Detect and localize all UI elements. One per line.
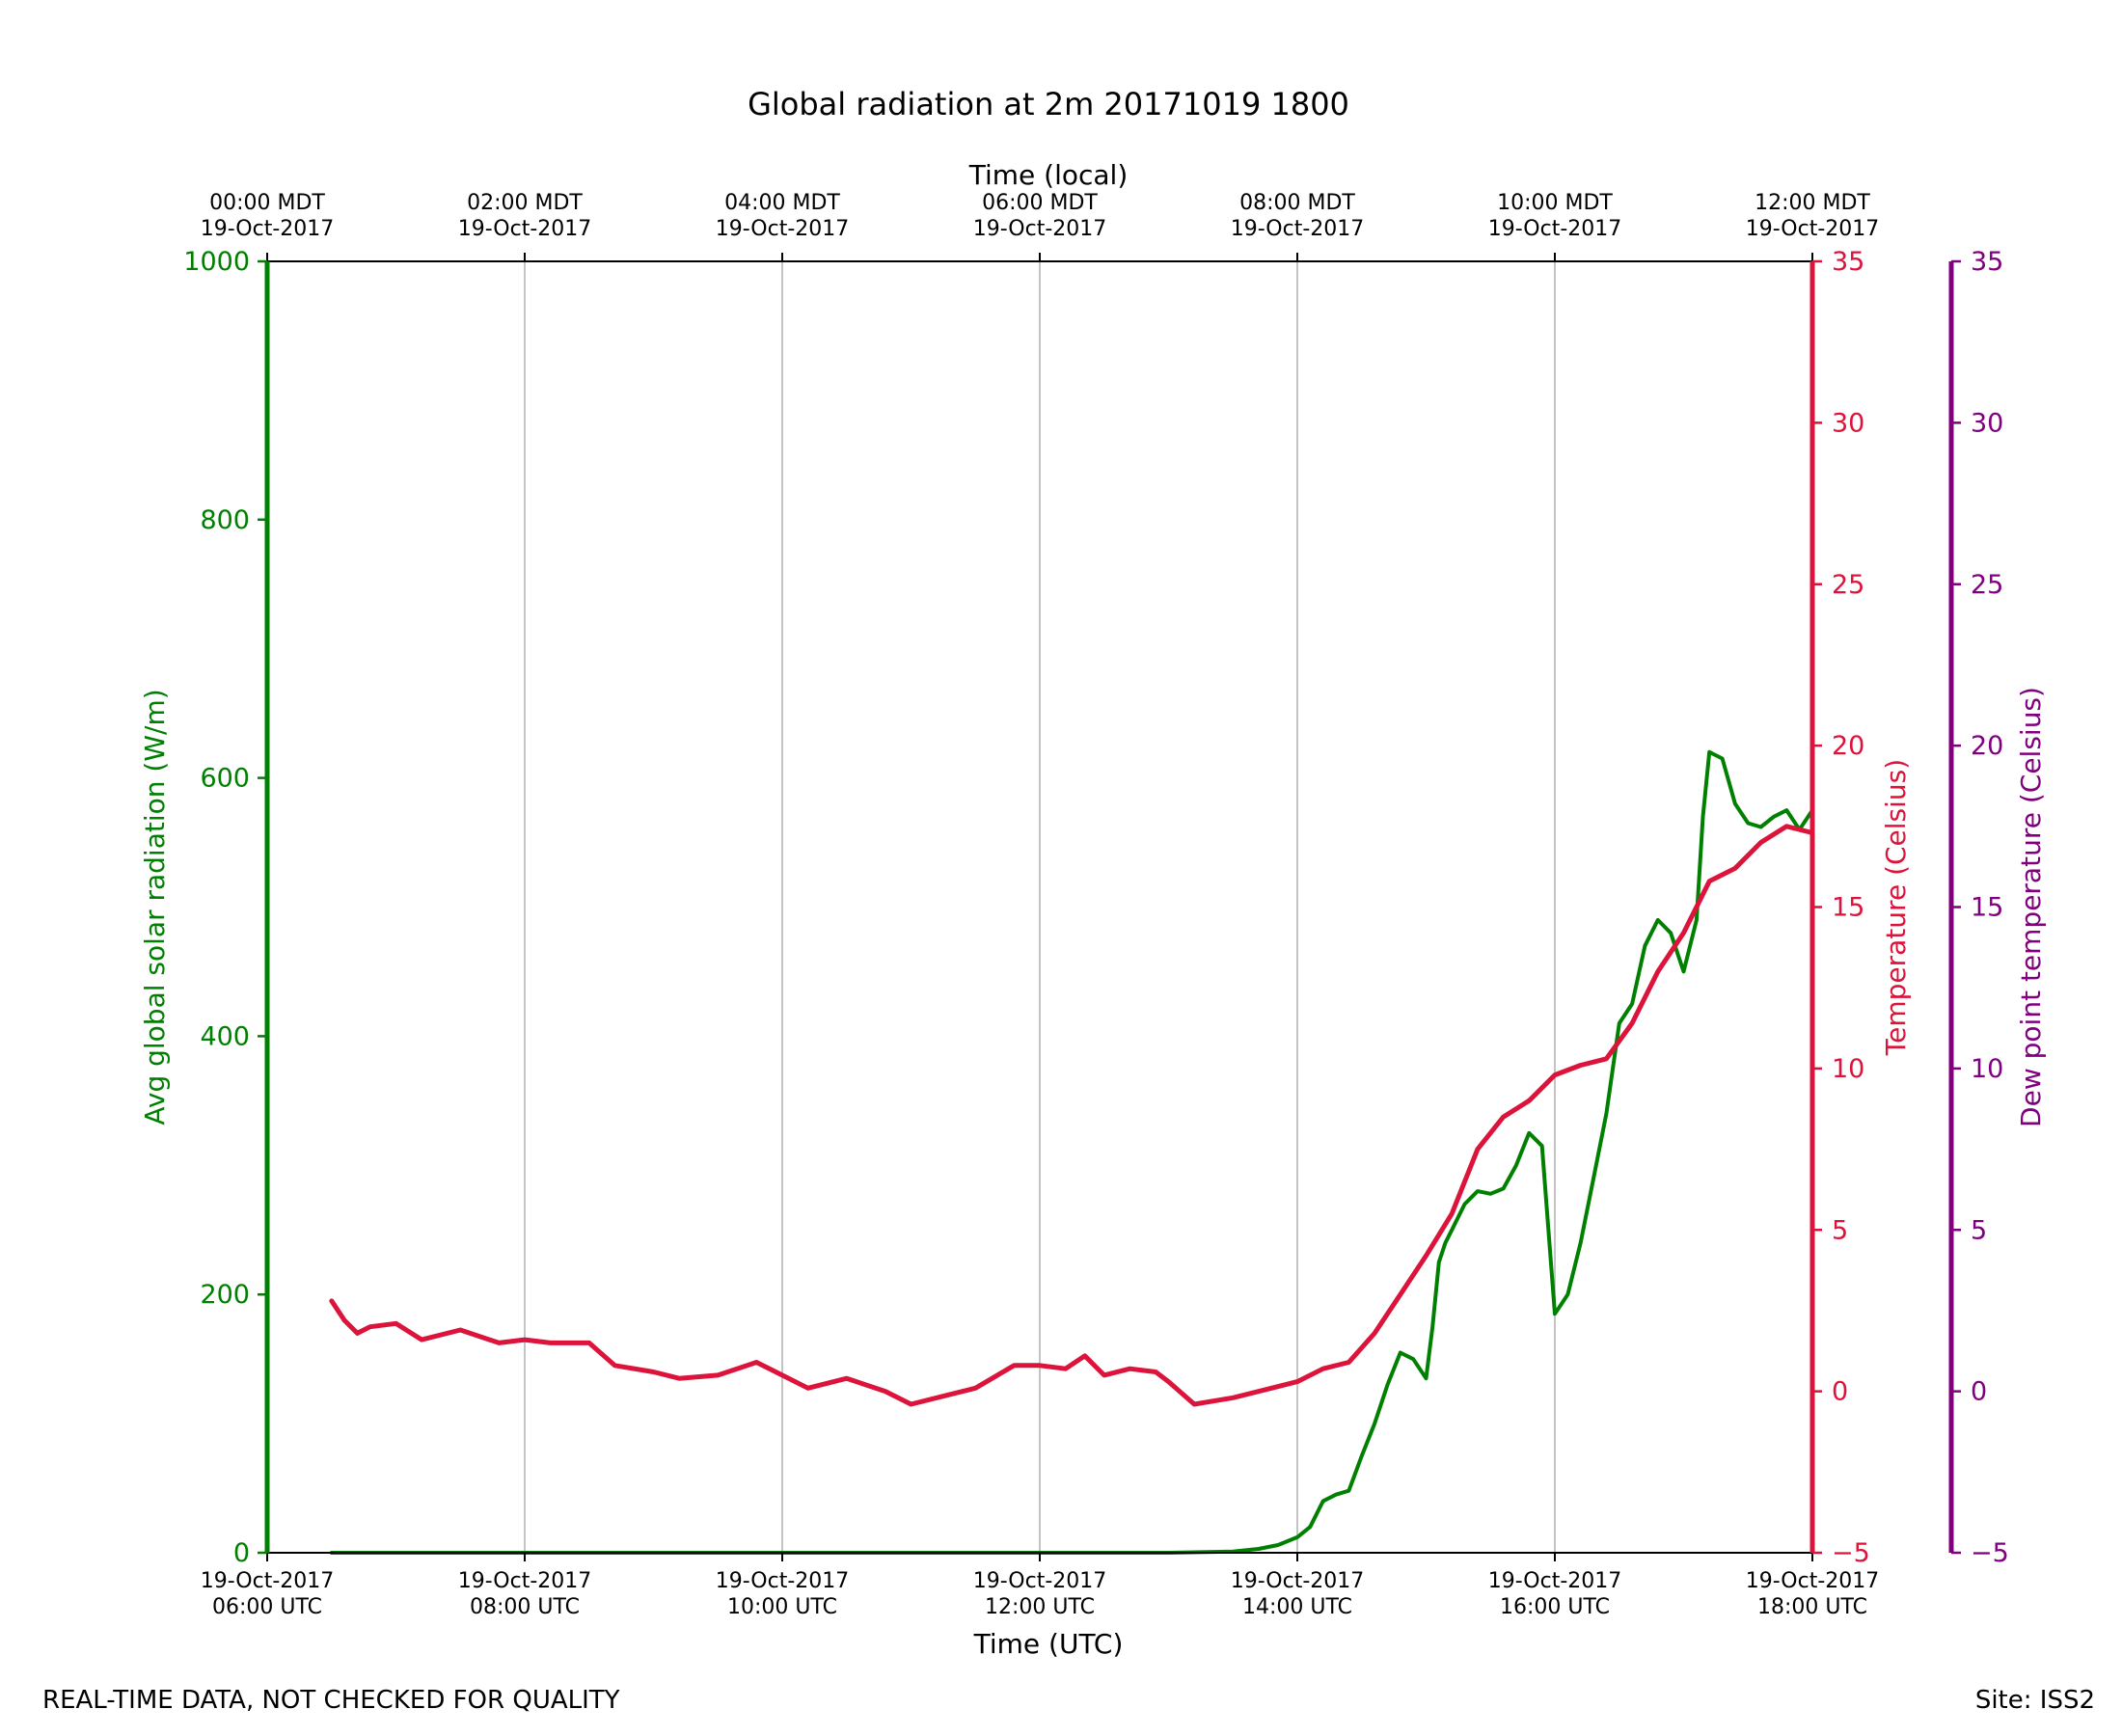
y-tick-label-radiation: 0 [233,1538,250,1568]
x-tick-label-top: 10:00 MDT [1497,191,1613,215]
y-tick-label-radiation: 800 [200,505,250,535]
x-tick-label-top: 08:00 MDT [1239,191,1355,215]
footer-quality-note: REAL-TIME DATA, NOT CHECKED FOR QUALITY [42,1686,620,1715]
x-tick-label-top: 19-Oct-2017 [973,217,1107,241]
y-tick-label-dewpoint: 5 [1971,1215,1987,1245]
y-tick-label-radiation: 600 [200,764,250,794]
x-tick-label-bottom: 19-Oct-2017 [973,1569,1107,1593]
x-tick-label-bottom: 14:00 UTC [1242,1595,1352,1619]
x-tick-label-bottom: 12:00 UTC [985,1595,1095,1619]
y-tick-label-dewpoint: 0 [1971,1377,1987,1407]
x-tick-label-bottom: 19-Oct-2017 [1746,1569,1880,1593]
y-tick-label-dewpoint: 15 [1971,893,2003,923]
series-temperature-line [329,824,1815,1407]
x-tick-label-bottom: 16:00 UTC [1500,1595,1610,1619]
grid [524,261,1556,1553]
x-tick-label-top: 19-Oct-2017 [1488,217,1622,241]
y-tick-label-dewpoint: 35 [1971,247,2003,277]
x-tick-label-bottom: 19-Oct-2017 [458,1569,592,1593]
y-tick-label-temperature: 0 [1832,1377,1848,1407]
top-axis-label: Time (local) [968,159,1129,191]
x-tick-label-bottom: 10:00 UTC [727,1595,837,1619]
x-tick-label-bottom: 06:00 UTC [212,1595,322,1619]
series-layer [329,749,1815,1555]
bottom-axis-label: Time (UTC) [973,1628,1124,1660]
x-tick-label-top: 12:00 MDT [1755,191,1870,215]
x-tick-label-top: 19-Oct-2017 [1746,217,1880,241]
y-tick-label-radiation: 200 [200,1280,250,1310]
x-tick-label-top: 00:00 MDT [209,191,325,215]
series-radiation-line [329,749,1814,1555]
x-tick-label-bottom: 19-Oct-2017 [1231,1569,1365,1593]
y-tick-label-dewpoint: −5 [1971,1538,2009,1568]
x-tick-label-top: 04:00 MDT [724,191,840,215]
x-tick-label-top: 19-Oct-2017 [1231,217,1365,241]
x-tick-label-top: 19-Oct-2017 [716,217,850,241]
y-tick-label-dewpoint: 25 [1971,570,2003,600]
y-tick-label-radiation: 1000 [183,247,250,277]
y-axis-label-dewpoint: Dew point temperature (Celsius) [2015,687,2047,1127]
y-tick-label-temperature: 10 [1832,1054,1864,1084]
y-tick-label-temperature: 5 [1832,1215,1848,1245]
y-axis-label-temperature: Temperature (Celsius) [1880,759,1912,1056]
x-tick-label-bottom: 08:00 UTC [470,1595,580,1619]
y-tick-label-temperature: 35 [1832,247,1864,277]
y-axis-label-radiation: Avg global solar radiation (W/m) [139,689,171,1125]
y-tick-label-temperature: 25 [1832,570,1864,600]
footer-site-label: Site: ISS2 [1974,1686,2095,1715]
x-tick-label-bottom: 19-Oct-2017 [1488,1569,1622,1593]
y-tick-label-dewpoint: 20 [1971,731,2003,761]
x-tick-label-top: 19-Oct-2017 [458,217,592,241]
y-tick-label-temperature: 20 [1832,731,1864,761]
x-tick-label-bottom: 19-Oct-2017 [201,1569,335,1593]
y-tick-label-dewpoint: 30 [1971,408,2003,438]
x-tick-label-top: 02:00 MDT [467,191,583,215]
y-tick-label-dewpoint: 10 [1971,1054,2003,1084]
chart-title: Global radiation at 2m 20171019 1800 [748,86,1349,122]
x-tick-label-top: 06:00 MDT [982,191,1098,215]
x-tick-label-top: 19-Oct-2017 [201,217,335,241]
y-tick-label-radiation: 400 [200,1021,250,1051]
y-tick-label-temperature: 15 [1832,893,1864,923]
x-tick-label-bottom: 19-Oct-2017 [716,1569,850,1593]
x-tick-label-bottom: 18:00 UTC [1757,1595,1867,1619]
y-tick-label-temperature: −5 [1832,1538,1870,1568]
y-tick-label-temperature: 30 [1832,408,1864,438]
